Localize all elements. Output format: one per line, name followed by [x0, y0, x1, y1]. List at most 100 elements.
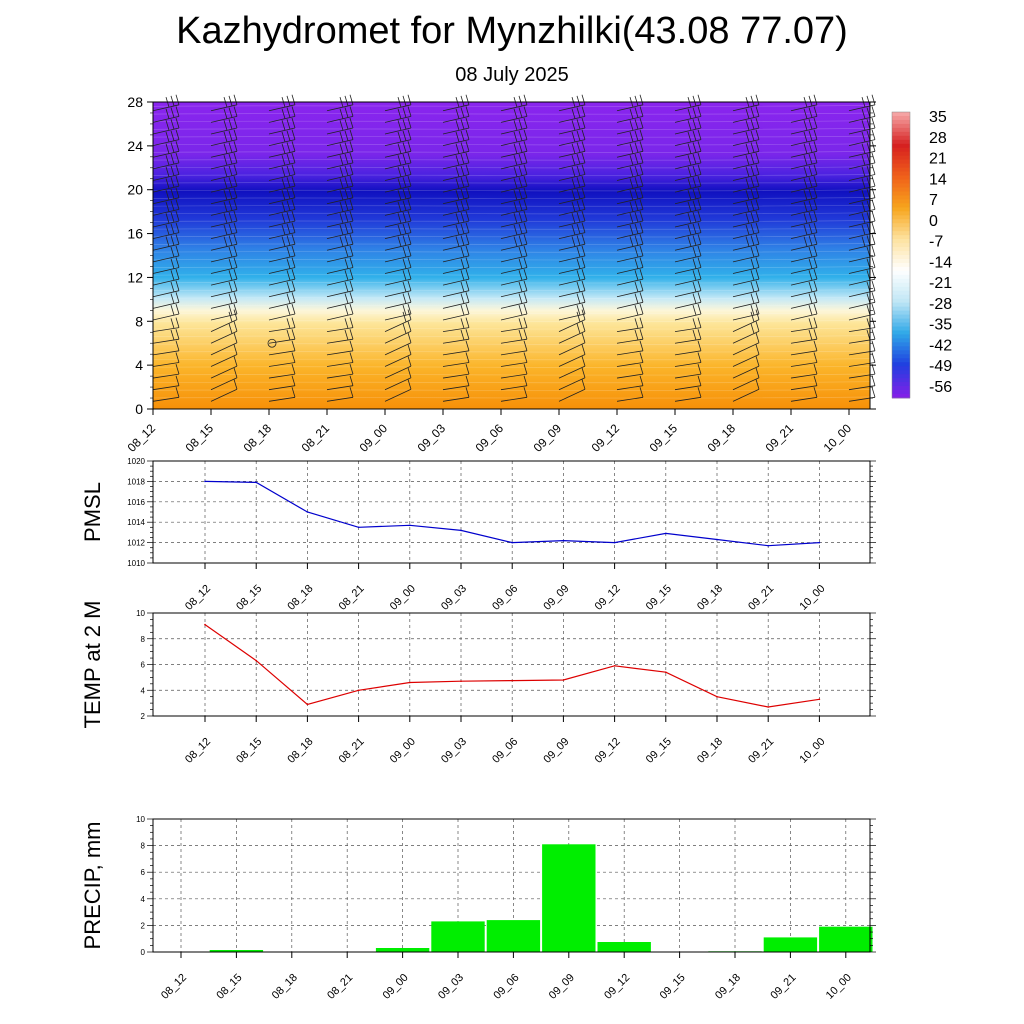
- wind-barb-flag: [402, 165, 407, 176]
- wind-barb-shaft: [848, 313, 876, 321]
- wind-barb-flag: [871, 375, 876, 386]
- wind-barb-flag: [344, 318, 349, 329]
- wind-barb-flag: [228, 200, 233, 211]
- colorbar-swatch: [892, 112, 910, 117]
- wind-barb-flag: [518, 223, 523, 234]
- wind-barb: [790, 363, 818, 379]
- wind-barb-flag: [455, 236, 460, 247]
- wind-barb-shaft: [442, 313, 470, 321]
- wind-barb-flag: [170, 281, 175, 293]
- wind-barb-flag: [813, 329, 818, 340]
- wind-barb: [616, 387, 644, 402]
- wind-barb: [152, 303, 180, 321]
- wind-barb-flag: [281, 189, 286, 201]
- wind-barb-flag: [697, 352, 702, 363]
- wind-barb-flag: [460, 281, 465, 293]
- wind-barb-flag: [233, 222, 238, 233]
- contour-line: [152, 304, 871, 307]
- wind-barb: [442, 317, 470, 332]
- wind-barb: [674, 329, 702, 344]
- wind-barb-flag: [460, 200, 465, 211]
- wind-barb-flag: [291, 257, 296, 268]
- wind-barb-shaft: [152, 385, 180, 391]
- wind-barb: [442, 280, 470, 298]
- wind-barb-shaft: [500, 255, 528, 263]
- wind-barb-flag: [460, 329, 465, 341]
- wind-barb-flag: [402, 188, 407, 200]
- wind-barb: [326, 363, 354, 379]
- wind-barb-shaft: [326, 127, 354, 135]
- contour-line: [152, 373, 871, 376]
- wind-barb-flag: [755, 268, 760, 280]
- wind-barb: [674, 222, 702, 240]
- wind-barb-flag: [170, 246, 175, 258]
- wind-barb-shaft: [210, 388, 238, 402]
- colorbar-swatch: [892, 302, 910, 308]
- wind-barb-shaft: [326, 350, 354, 356]
- x-tick-label: 09_21: [746, 583, 776, 613]
- wind-barb: [732, 292, 760, 309]
- wind-barb-flag: [397, 224, 402, 236]
- wind-barb-flag: [460, 165, 465, 176]
- wind-barb-flag: [813, 175, 818, 187]
- wind-barb-flag: [455, 189, 460, 201]
- contour-line: [152, 105, 871, 107]
- wind-barb: [732, 257, 760, 274]
- wind-barb-shaft: [790, 385, 818, 391]
- wind-barb-flag: [233, 152, 238, 164]
- wind-barb-flag: [349, 210, 354, 222]
- wind-barb-flag: [697, 152, 702, 164]
- wind-barb-flag: [175, 210, 180, 222]
- wind-barb-flag: [576, 165, 581, 176]
- wind-barb-flag: [228, 304, 233, 316]
- wind-barb-flag: [339, 178, 344, 189]
- wind-barb-shaft: [558, 267, 586, 274]
- wind-barb-flag: [692, 177, 697, 188]
- wind-barb: [268, 375, 296, 391]
- y-tick-label: 6: [141, 868, 146, 877]
- wind-barb-flag: [407, 117, 412, 129]
- wind-barb-flag: [402, 95, 407, 107]
- wind-barb-flag: [175, 375, 180, 386]
- wind-barb-flag: [750, 107, 755, 118]
- wind-barb-flag: [755, 379, 760, 390]
- wind-barb: [268, 280, 296, 298]
- wind-barb-flag: [339, 143, 344, 154]
- wind-barb-flag: [692, 281, 697, 293]
- wind-barb-flag: [465, 292, 470, 303]
- wind-barb: [210, 106, 238, 123]
- wind-barb-flag: [523, 257, 528, 268]
- bar: [209, 950, 264, 952]
- wind-barb-flag: [286, 235, 291, 246]
- wind-barb-flag: [871, 106, 876, 117]
- wind-barb-flag: [518, 177, 523, 188]
- wind-barb: [848, 375, 876, 391]
- wind-barb-flag: [750, 311, 755, 323]
- wind-barb-flag: [697, 106, 702, 117]
- wind-barb-flag: [581, 129, 586, 140]
- wind-barb-shaft: [268, 301, 296, 309]
- bar: [542, 844, 596, 952]
- wind-barb-flag: [523, 129, 528, 140]
- wind-barb-flag: [460, 153, 465, 165]
- wind-barb-shaft: [674, 396, 702, 402]
- wind-barb-flag: [523, 117, 528, 129]
- wind-barb-flag: [871, 94, 876, 105]
- wind-barb-flag: [460, 130, 465, 141]
- wind-barb-flag: [513, 120, 518, 131]
- wind-barb-flag: [518, 188, 523, 200]
- wind-barb-flag: [803, 213, 808, 224]
- wind-barb-flag: [518, 246, 523, 258]
- wind-barb-flag: [750, 323, 755, 334]
- wind-barb-flag: [745, 213, 750, 224]
- wind-barb-flag: [349, 280, 354, 291]
- y-tick-label: 10: [136, 815, 145, 824]
- wind-barb-flag: [571, 166, 576, 177]
- wind-barb-flag: [518, 130, 523, 141]
- colorbar-swatch: [892, 179, 910, 184]
- wind-barb: [326, 141, 354, 158]
- wind-barb-flag: [576, 107, 581, 118]
- wind-barb-flag: [803, 108, 808, 119]
- wind-barb: [210, 280, 238, 298]
